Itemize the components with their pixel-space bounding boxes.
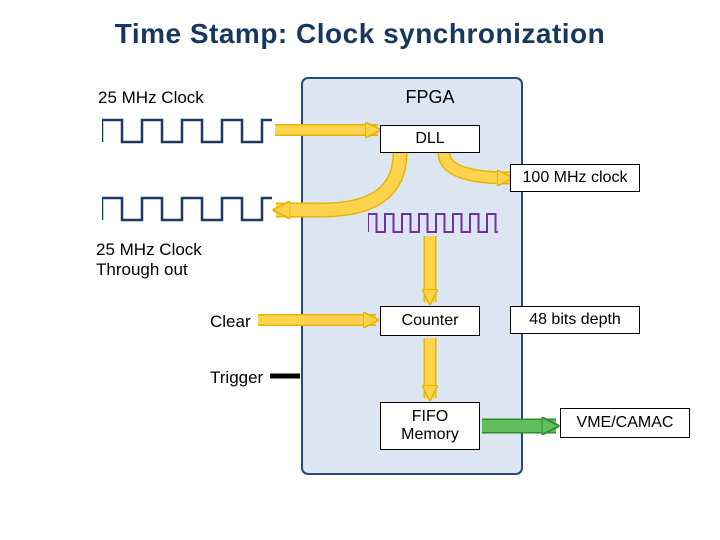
fpga-label: FPGA — [380, 82, 480, 112]
clear-text: Clear — [210, 312, 251, 331]
vme-text: VME/CAMAC — [577, 414, 674, 432]
footer-center: H.Baba Nuclotron Exp. @ RIKEN — [300, 513, 492, 528]
counter-text: Counter — [402, 312, 459, 330]
footer-date-text: Oct. 14, 2009 — [28, 513, 106, 528]
clk25thru-text: 25 MHz Clock Through out — [96, 240, 202, 279]
label-25mhz-throughout: 25 MHz Clock Through out — [96, 240, 202, 280]
footer-page: 28 — [680, 513, 694, 528]
footer-page-text: 28 — [680, 513, 694, 528]
slide: Time Stamp: Clock synchronization FPGA D… — [0, 0, 720, 540]
fpga-text: FPGA — [405, 87, 454, 108]
trigger-text: Trigger — [210, 368, 263, 387]
bits48-box: 48 bits depth — [510, 306, 640, 334]
footer-date: Oct. 14, 2009 — [28, 513, 106, 528]
label-25mhz-clock: 25 MHz Clock — [98, 88, 204, 108]
clk25-text: 25 MHz Clock — [98, 88, 204, 107]
counter-box: Counter — [380, 306, 480, 336]
fifo-text: FIFO Memory — [401, 408, 459, 445]
footer-center-text: H.Baba Nuclotron Exp. @ RIKEN — [300, 513, 492, 528]
label-clear: Clear — [210, 312, 251, 332]
vme-box: VME/CAMAC — [560, 408, 690, 438]
dll-text: DLL — [415, 130, 444, 148]
fifo-box: FIFO Memory — [380, 402, 480, 450]
label-trigger: Trigger — [210, 368, 263, 388]
100mhz-text: 100 MHz clock — [523, 169, 628, 187]
dll-box: DLL — [380, 125, 480, 153]
bits48-text: 48 bits depth — [529, 311, 621, 329]
100mhz-box: 100 MHz clock — [510, 164, 640, 192]
